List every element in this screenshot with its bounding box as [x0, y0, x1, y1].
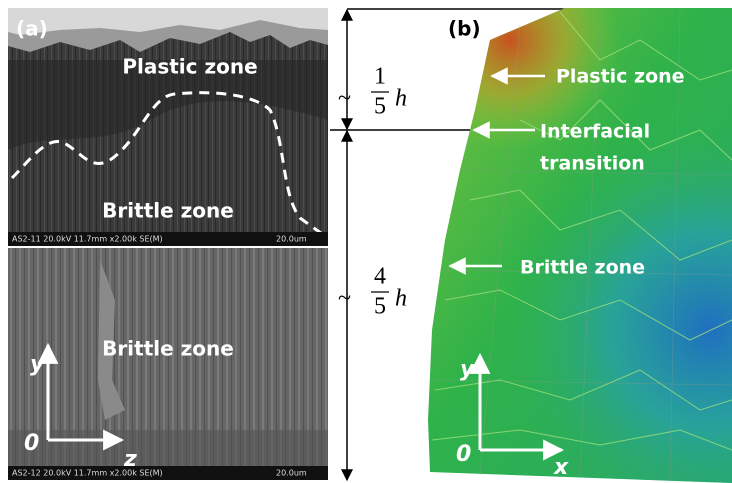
axis-label: x — [553, 455, 569, 480]
symbol: h — [395, 286, 407, 312]
annotation: Interfacial — [540, 121, 650, 143]
symbol: h — [395, 86, 407, 112]
scale-text: 20.0um — [276, 469, 307, 478]
numerator: 4 — [374, 264, 386, 290]
annotation: transition — [540, 153, 645, 175]
numerator: 1 — [374, 64, 386, 90]
axis-origin: 0 — [24, 431, 39, 456]
denominator: 5 — [374, 294, 386, 320]
plastic-label: Plastic zone — [122, 55, 257, 79]
fea-panel: (b) Plastic zone Interfacial transition … — [428, 8, 732, 483]
sem-top: AS2-11 20.0kV 11.7mm x2.00k SE(M) 20.0um… — [8, 8, 328, 246]
sem-bottom: AS2-12 20.0kV 11.7mm x2.00k SE(M) 20.0um… — [8, 248, 328, 480]
denominator: 5 — [374, 94, 386, 120]
tilde: ~ — [338, 86, 351, 112]
axis-origin: 0 — [456, 442, 471, 467]
scale-text: 20.0um — [276, 235, 307, 244]
panel-label: (b) — [448, 17, 481, 41]
lower-band — [8, 430, 328, 466]
annotation: Brittle zone — [520, 257, 645, 279]
axis-label: y — [30, 352, 46, 377]
brittle-label: Brittle zone — [102, 199, 234, 223]
brittle-label: Brittle zone — [102, 337, 234, 361]
tilde: ~ — [338, 286, 351, 312]
annotation: Plastic zone — [556, 66, 685, 88]
axis-label: y — [460, 357, 476, 382]
figure: AS2-11 20.0kV 11.7mm x2.00k SE(M) 20.0um… — [0, 0, 732, 483]
panel-label: (a) — [16, 17, 48, 41]
info-text: AS2-11 20.0kV 11.7mm x2.00k SE(M) — [12, 235, 163, 244]
info-text: AS2-12 20.0kV 11.7mm x2.00k SE(M) — [12, 469, 163, 478]
axis-label: z — [123, 447, 137, 472]
